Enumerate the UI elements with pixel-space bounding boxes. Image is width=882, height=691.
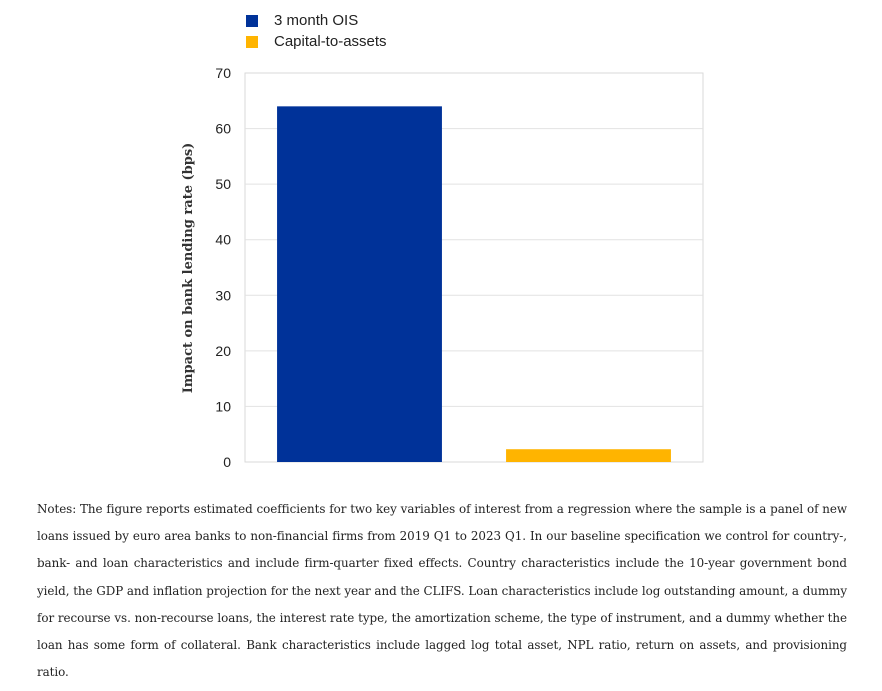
chart-notes: Notes: The figure reports estimated coef… [37, 502, 847, 680]
bar-capital-to-assets [506, 449, 671, 462]
y-tick-label: 0 [223, 454, 231, 470]
y-tick-label: 60 [215, 121, 231, 137]
y-tick-label: 70 [215, 65, 231, 81]
legend-swatch-ois [246, 14, 258, 27]
y-axis-label: Impact on bank lending rate (bps) [181, 143, 196, 394]
y-tick-label: 20 [215, 343, 231, 359]
legend-swatch-capital [246, 35, 258, 48]
y-tick-label: 50 [215, 176, 231, 192]
bar-ois [277, 106, 442, 462]
y-tick-label: 10 [215, 398, 231, 414]
chart-legend: 3 month OIS Capital-to-assets [246, 10, 387, 52]
bars [277, 106, 671, 462]
y-tick-label: 30 [215, 287, 231, 303]
legend-label-capital: Capital-to-assets [274, 33, 387, 50]
legend-item-ois: 3 month OIS [246, 10, 387, 31]
y-tick-label: 40 [215, 232, 231, 248]
legend-item-capital: Capital-to-assets [246, 31, 387, 52]
bar-chart: 0 10 20 30 40 50 60 70 Impact on bank lending r… [181, 65, 704, 470]
y-tick-labels: 0 10 20 30 40 50 60 70 [215, 65, 231, 470]
legend-label-ois: 3 month OIS [274, 12, 359, 29]
